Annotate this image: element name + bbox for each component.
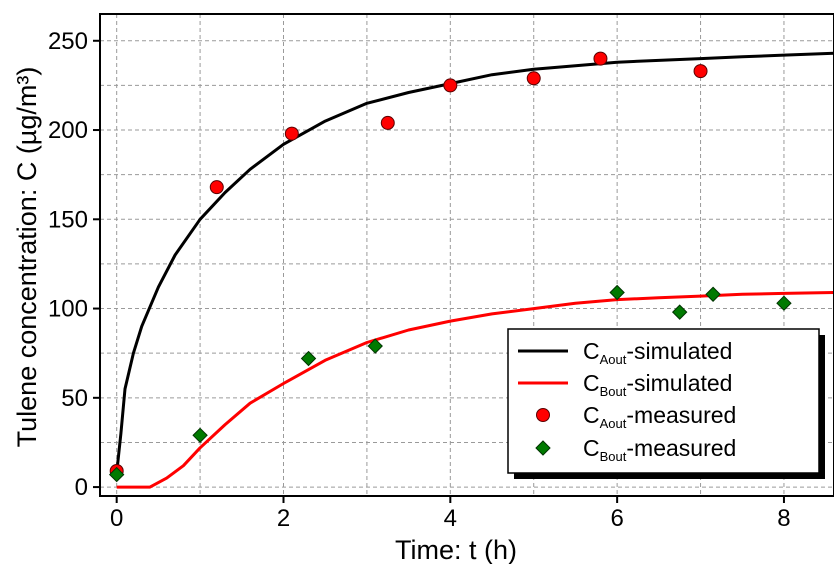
data-point <box>108 466 125 483</box>
legend-label: CAout-simulated <box>583 338 732 367</box>
data-point <box>284 126 299 141</box>
legend-label: CBout-simulated <box>583 370 732 399</box>
data-point <box>693 64 708 79</box>
legend-label: CBout-measured <box>583 435 736 464</box>
data-point <box>526 71 541 86</box>
data-point <box>705 286 721 302</box>
data-point <box>671 304 688 320</box>
data-point <box>380 115 395 130</box>
data-point <box>593 51 608 66</box>
x-tick-label: 6 <box>610 505 623 532</box>
series-line <box>115 51 834 473</box>
data-point <box>609 284 625 301</box>
y-tick-label: 150 <box>48 206 88 233</box>
axes: 0 2 4 6 8 0 50 100 150 200 250 <box>48 28 791 532</box>
y-tick-label: 250 <box>48 28 88 55</box>
legend-marker-symbol <box>536 408 550 422</box>
x-tick-label: 8 <box>777 505 790 532</box>
data-point <box>367 338 383 354</box>
x-tick-label: 4 <box>444 505 457 532</box>
x-axis-label: Time: t (h) <box>395 535 517 564</box>
x-tick-label: 0 <box>110 505 123 532</box>
y-axis-label: Tulene concentration: C (µg/m³) <box>12 67 42 448</box>
data-point <box>300 350 317 367</box>
x-tick-label: 2 <box>277 505 290 532</box>
data-point <box>443 78 458 93</box>
data-point <box>776 295 792 311</box>
series-layer <box>108 51 834 489</box>
y-tick-label: 100 <box>48 296 88 323</box>
legend-marker-symbol <box>535 440 551 456</box>
data-point <box>192 427 208 444</box>
series-line <box>116 291 834 489</box>
plot-frame <box>99 13 834 497</box>
data-point <box>209 180 224 195</box>
legend-box <box>507 328 820 474</box>
y-tick-label: 200 <box>48 117 88 144</box>
y-tick-label: 50 <box>61 385 88 412</box>
legend: CAout-simulated CBout-simulated CAout-meas… <box>507 328 825 479</box>
y-tick-label: 0 <box>75 474 88 501</box>
legend-label: CAout-measured <box>583 402 736 431</box>
